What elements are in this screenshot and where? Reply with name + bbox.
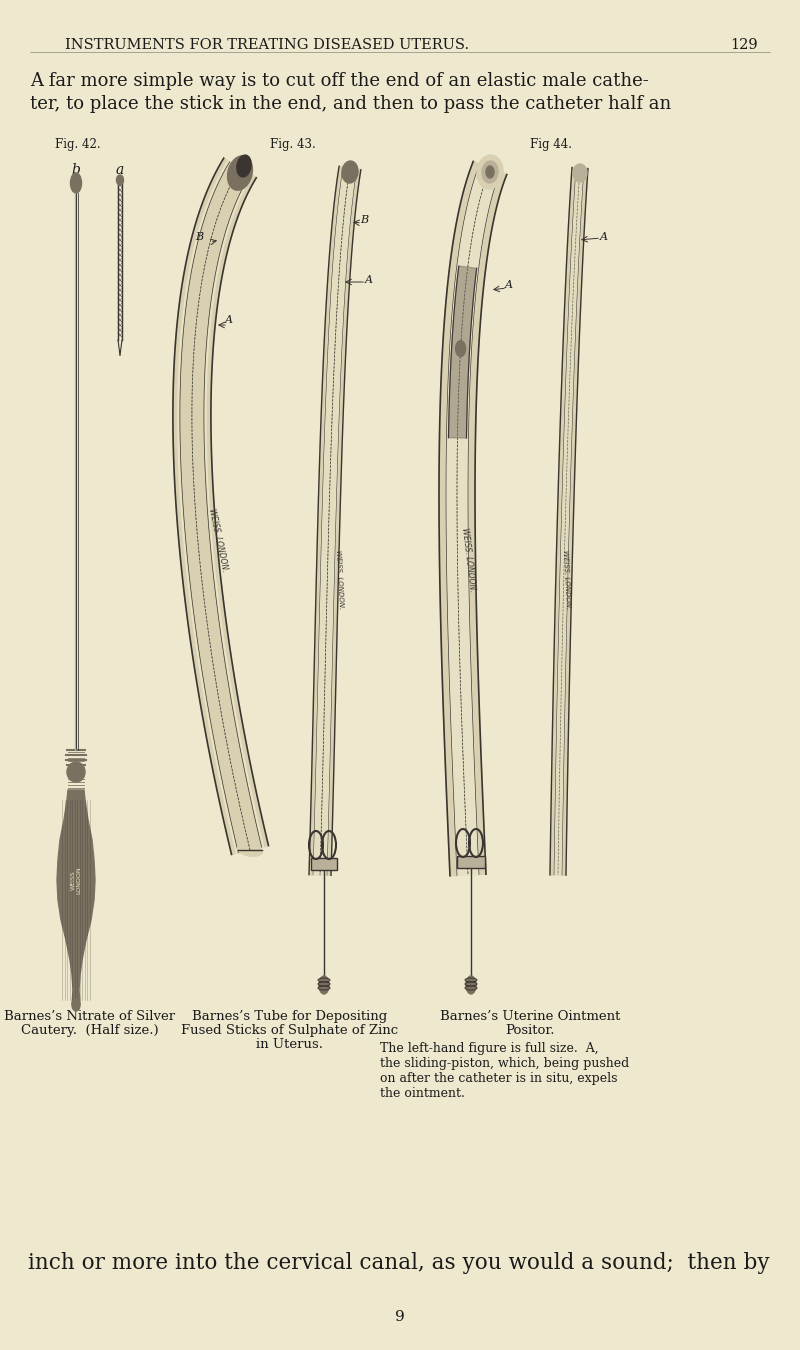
Text: WEISS. LONDON.: WEISS. LONDON. [459, 528, 477, 593]
FancyBboxPatch shape [457, 856, 485, 868]
Text: a: a [116, 163, 124, 177]
Text: Barnes’s Tube for Depositing: Barnes’s Tube for Depositing [192, 1010, 388, 1023]
Polygon shape [439, 162, 506, 876]
Ellipse shape [227, 155, 253, 190]
Ellipse shape [70, 173, 82, 193]
Ellipse shape [117, 176, 123, 185]
Text: A: A [365, 275, 373, 285]
Text: WEISS. LONDON.: WEISS. LONDON. [335, 551, 345, 610]
Ellipse shape [486, 166, 494, 178]
Text: Fig. 42.: Fig. 42. [55, 138, 101, 151]
Polygon shape [309, 166, 361, 875]
Polygon shape [313, 167, 357, 875]
Polygon shape [554, 167, 584, 875]
Ellipse shape [456, 340, 466, 356]
Text: Barnes’s Uterine Ointment: Barnes’s Uterine Ointment [440, 1010, 620, 1023]
Ellipse shape [238, 844, 262, 856]
Text: A: A [600, 232, 608, 242]
Ellipse shape [72, 999, 80, 1011]
Ellipse shape [466, 976, 476, 994]
Ellipse shape [319, 976, 329, 994]
Text: 9: 9 [395, 1310, 405, 1324]
Text: Fig. 43.: Fig. 43. [270, 138, 316, 151]
Ellipse shape [237, 155, 251, 177]
Text: A far more simple way is to cut off the end of an elastic male cathe-: A far more simple way is to cut off the … [30, 72, 649, 90]
Text: A: A [225, 315, 233, 325]
Text: B: B [195, 232, 203, 242]
Text: Cautery.  (Half size.): Cautery. (Half size.) [21, 1025, 159, 1037]
FancyBboxPatch shape [311, 859, 337, 869]
Ellipse shape [482, 161, 498, 184]
Text: The left-hand figure is full size.  A,
the sliding-piston, which, being pushed
o: The left-hand figure is full size. A, th… [380, 1042, 630, 1100]
Polygon shape [57, 790, 95, 1004]
Ellipse shape [67, 761, 85, 782]
Text: Fig 44.: Fig 44. [530, 138, 572, 151]
Ellipse shape [477, 155, 503, 189]
Text: in Uterus.: in Uterus. [257, 1038, 323, 1052]
Text: inch or more into the cervical canal, as you would a sound;  then by: inch or more into the cervical canal, as… [28, 1251, 770, 1274]
Polygon shape [449, 266, 477, 437]
Text: Positor.: Positor. [506, 1025, 554, 1037]
Polygon shape [178, 161, 264, 853]
Text: WEISS
LONDON: WEISS LONDON [70, 867, 82, 894]
Polygon shape [446, 163, 500, 876]
Text: ter, to place the stick in the end, and then to pass the catheter half an: ter, to place the stick in the end, and … [30, 95, 671, 113]
Text: b: b [71, 163, 81, 177]
Polygon shape [180, 162, 262, 853]
Text: WEISS. LONDON.: WEISS. LONDON. [207, 508, 229, 572]
Text: A: A [505, 279, 513, 290]
Ellipse shape [342, 161, 358, 184]
Text: 129: 129 [730, 38, 758, 53]
Text: Fused Sticks of Sulphate of Zinc: Fused Sticks of Sulphate of Zinc [182, 1025, 398, 1037]
Text: B: B [360, 215, 368, 225]
Ellipse shape [573, 163, 587, 182]
Text: WEISS. LONDON.: WEISS. LONDON. [562, 551, 571, 610]
Text: INSTRUMENTS FOR TREATING DISEASED UTERUS.: INSTRUMENTS FOR TREATING DISEASED UTERUS… [65, 38, 469, 53]
Polygon shape [550, 167, 588, 875]
Text: Barnes’s Nitrate of Silver: Barnes’s Nitrate of Silver [5, 1010, 175, 1023]
Polygon shape [173, 158, 269, 855]
